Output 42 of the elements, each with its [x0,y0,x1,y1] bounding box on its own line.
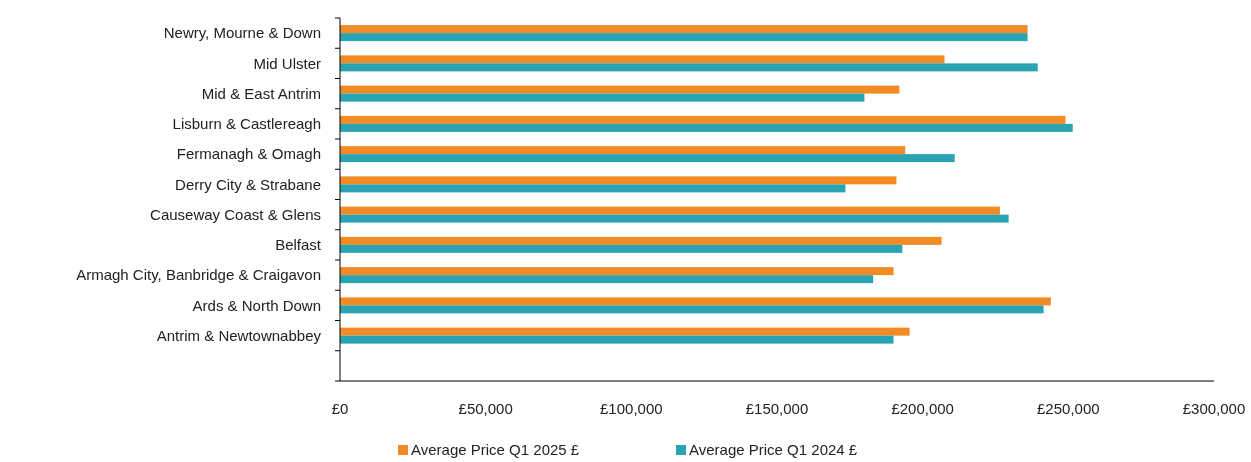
bar [340,236,942,245]
y-tick-label: Armagh City, Banbridge & Craigavon [76,266,321,284]
y-tick-label: Fermanagh & Omagh [176,145,321,163]
y-tick-label: Mid & East Antrim [201,84,321,102]
x-tick-label: £100,000 [600,400,663,417]
bar [340,146,906,155]
y-tick-label: Derry City & Strabane [175,175,321,193]
y-tick-label: Causeway Coast & Glens [150,205,321,223]
bar [340,305,1044,314]
bar [340,214,1009,223]
bar [340,63,1038,72]
y-tick-label: Newry, Mourne & Down [163,24,321,42]
y-tick-label: Ards & North Down [192,296,321,314]
bar [340,275,874,284]
bar [340,25,1028,34]
bar [340,335,894,344]
x-tick-label: £200,000 [891,400,954,417]
x-tick-label: £50,000 [458,400,513,417]
bar [340,123,1073,132]
bar [340,154,955,163]
bar [340,176,897,185]
legend-label: Average Price Q1 2024 £ [689,441,858,458]
x-tick-label: £150,000 [745,400,809,417]
bar [340,93,865,102]
y-tick-label: Antrim & Newtownabbey [156,326,322,344]
bar [340,184,846,193]
bar [340,55,945,64]
x-tick-label: £300,000 [1182,400,1246,417]
x-tick-label: £250,000 [1037,400,1100,417]
bar [340,206,1000,215]
legend-label: Average Price Q1 2025 £ [411,441,580,458]
bar [340,267,894,276]
y-tick-label: Belfast [275,236,322,254]
bar [340,244,903,253]
bar [340,297,1051,306]
bar [340,33,1028,42]
y-tick-label: Lisburn & Castlereagh [172,115,321,133]
bar [340,327,910,336]
y-tick-label: Mid Ulster [253,54,321,72]
x-tick-label: £0 [331,400,349,417]
bar [340,115,1066,124]
bar [340,85,900,94]
